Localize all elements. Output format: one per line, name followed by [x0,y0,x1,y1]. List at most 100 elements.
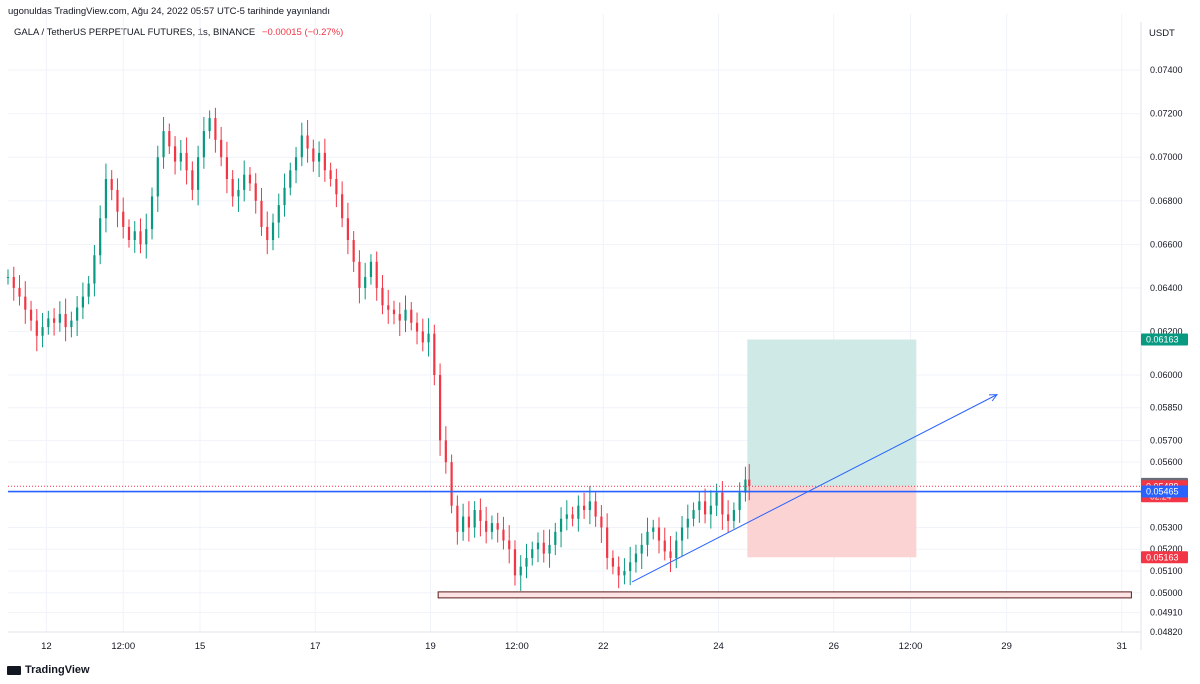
price-tick-label: 0.05300 [1150,522,1183,532]
candle-body [369,261,373,278]
candle-body [462,516,465,532]
candle-body [191,170,194,190]
candle-body [116,189,119,212]
candle-body [583,505,586,511]
candle-body [156,157,159,197]
price-tick-label: 0.04910 [1150,607,1183,617]
candle-body [415,322,419,332]
candle-body [709,505,712,515]
candle-body [139,231,142,245]
candle-body [744,479,747,493]
time-tick-label: 12:00 [111,641,135,652]
candle-body [202,131,205,158]
time-tick-label: 24 [713,641,724,652]
candle-body [341,194,344,219]
candle-body [289,170,292,188]
price-tick-label: 0.06400 [1150,283,1183,293]
candle-body [99,218,102,256]
candle-body [300,135,303,158]
tradingview-logo-icon [7,665,21,675]
candle-body [675,540,678,558]
candle-body [721,492,724,515]
candle-body [283,187,286,206]
candle-body [87,283,90,297]
symbol-title: GALA / TetherUS PERPETUAL FUTURES, 1s, B… [14,27,256,38]
candle-body [231,179,234,197]
price-badge-label: 0.05465 [1146,487,1179,497]
candle-body [237,189,240,197]
price-tick-label: 0.06800 [1150,196,1183,206]
candle-body [565,514,568,519]
candle-body [738,492,741,511]
candle-body [145,229,148,245]
brand-label: TradingView [25,664,90,676]
candle-body [197,157,200,190]
candle-body [47,318,50,328]
candle-body [652,527,655,532]
candle-body [6,277,10,279]
candle-body [588,501,591,511]
candle-body [364,277,367,288]
candle-body [450,462,453,506]
candle-body [312,148,315,162]
candle-body [208,118,211,132]
candle-body [456,505,459,532]
candle-body [127,226,131,240]
candle-body [173,146,177,162]
candle-body [554,531,557,545]
candle-body [629,562,632,572]
candle-body [577,505,580,519]
candle-body [243,174,246,190]
candle-body [335,179,338,195]
candle-body [485,520,488,532]
candle-body [24,296,27,310]
candle-body [542,542,545,554]
candle-body [611,557,615,567]
candle-body [748,479,751,487]
candle-body [427,333,430,343]
candle-body [525,557,528,567]
candle-body [70,320,73,328]
candle-body [387,305,390,310]
publish-info: ugonuldas TradingView.com, Ağu 24, 2022 … [8,6,330,17]
candle-body [640,544,643,554]
candle-body [703,501,707,515]
candle-body [323,152,326,171]
time-tick-label: 19 [425,641,436,652]
candle-body [646,531,649,545]
loss-zone [747,486,917,558]
profit-zone [747,339,917,487]
candle-body [104,179,108,219]
candle-body [41,327,44,336]
candle-body [727,514,730,521]
candle-body [508,540,511,550]
price-tick-label: 0.05600 [1150,457,1183,467]
trendline [631,394,998,583]
candle-body [185,152,188,171]
candle-body [600,516,603,528]
candle-body [168,131,171,147]
candle-body [698,501,701,511]
price-tick-label: 0.05100 [1150,566,1183,576]
candle-body [536,542,540,550]
price-tick-label: 0.06000 [1150,370,1183,380]
price-badge [1141,333,1188,346]
candle-body [81,296,84,308]
candle-body [214,118,217,140]
price-tick-label: 0.06200 [1150,326,1183,336]
candle-body [490,523,494,532]
candle-body [18,287,21,297]
candle-body [669,551,672,558]
candle-body [225,157,229,180]
candle-body [122,211,125,227]
candle-body [513,549,517,576]
time-tick-label: 17 [310,641,321,652]
candle-body [421,331,424,343]
tradingview-brand[interactable]: TradingView [7,664,90,676]
candle-body [260,200,263,227]
currency-label: USDT [1149,28,1175,39]
candle-body [496,523,499,530]
candle-body [433,333,436,376]
candle-body [329,170,332,180]
